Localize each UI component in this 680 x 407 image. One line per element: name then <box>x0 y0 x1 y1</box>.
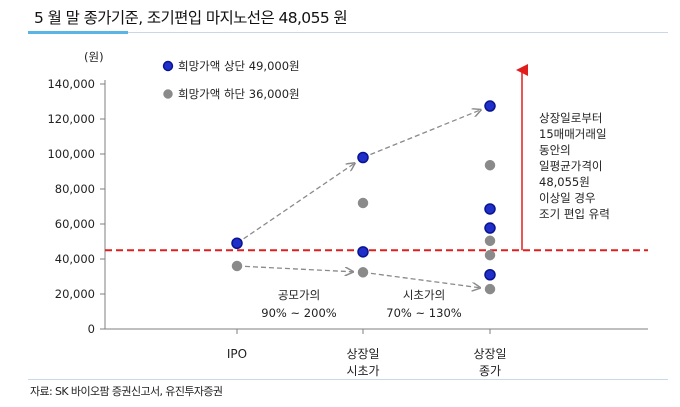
opening-price-annotation: 70% ~ 130% <box>386 306 461 320</box>
early-inclusion-note: 조기 편입 유력 <box>539 207 610 221</box>
x-tick-label: 상장일 <box>473 347 506 361</box>
early-inclusion-note: 상장일로부터 <box>539 111 602 125</box>
y-tick-label: 40,000 <box>55 252 95 266</box>
upper-price-point <box>484 222 496 234</box>
lower-price-point <box>484 283 496 295</box>
y-tick-label: 80,000 <box>55 182 95 196</box>
y-tick-label: 0 <box>88 322 95 336</box>
y-tick-label: 120,000 <box>47 112 95 126</box>
lower-price-point <box>231 260 243 272</box>
offering-price-annotation: 90% ~ 200% <box>261 306 336 320</box>
trend-arrow <box>370 110 480 156</box>
legend-marker <box>163 89 173 99</box>
source-note: 자료: SK 바이오팜 증권신고서, 유진투자증권 <box>30 385 223 398</box>
trend-arrow <box>243 163 355 240</box>
y-axis-unit: (원) <box>84 50 104 64</box>
source-rule <box>28 379 668 380</box>
early-inclusion-note: 48,055원 <box>539 175 590 189</box>
x-tick-label: 상장일 <box>346 347 379 361</box>
lower-price-point <box>484 249 496 261</box>
title-rule <box>128 32 668 33</box>
legend-marker <box>162 60 174 72</box>
trend-arrow <box>244 265 353 271</box>
upper-price-point <box>231 237 243 249</box>
offering-price-annotation: 공모가의 <box>278 288 320 302</box>
upper-price-point <box>484 269 496 281</box>
upper-price-point <box>357 246 369 258</box>
upper-price-point <box>357 151 369 164</box>
y-tick-label: 140,000 <box>47 77 95 91</box>
early-inclusion-note: 동안의 <box>539 143 571 157</box>
lower-price-point <box>484 159 496 171</box>
x-tick-label: IPO <box>227 347 247 361</box>
upper-price-point <box>484 203 496 215</box>
lower-price-point <box>484 235 496 247</box>
legend-label: 희망가액 하단 36,000원 <box>178 87 300 101</box>
lower-price-point <box>357 197 369 209</box>
early-inclusion-note: 일평균가격이 <box>539 159 602 173</box>
chart-title: 5 월 말 종가기준, 조기편입 마지노선은 48,055 원 <box>34 9 348 27</box>
title-accent-rule <box>28 31 128 34</box>
early-inclusion-note: 이상일 경우 <box>539 191 596 205</box>
trend-arrow <box>370 272 480 287</box>
upper-price-point <box>484 100 496 112</box>
legend-label: 희망가액 상단 49,000원 <box>178 59 300 73</box>
x-tick-label: 시초가 <box>346 364 379 378</box>
x-tick-label: 종가 <box>479 364 501 378</box>
opening-price-annotation: 시초가의 <box>403 288 445 302</box>
scatter-chart: 140,000 120,000 100,000 80,000 60,000 40,000 2… <box>47 50 648 378</box>
y-tick-label: 100,000 <box>47 147 95 161</box>
y-tick-label: 60,000 <box>55 217 95 231</box>
lower-price-point <box>357 267 369 278</box>
y-tick-label: 20,000 <box>55 287 95 301</box>
early-inclusion-note: 15매매거래일 <box>539 127 607 141</box>
